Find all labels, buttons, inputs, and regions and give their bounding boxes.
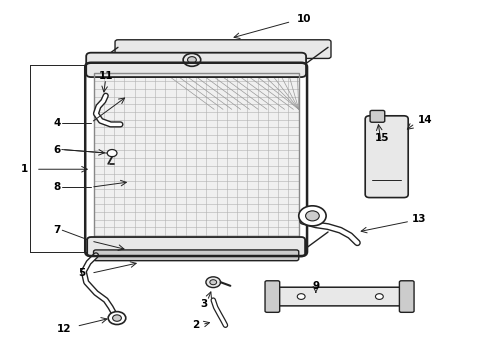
Bar <box>94 73 299 243</box>
Circle shape <box>210 280 217 285</box>
FancyBboxPatch shape <box>115 40 331 58</box>
Circle shape <box>108 312 126 324</box>
Circle shape <box>375 294 383 300</box>
Circle shape <box>183 53 201 66</box>
Text: 10: 10 <box>296 14 311 24</box>
Circle shape <box>113 315 122 321</box>
FancyBboxPatch shape <box>370 111 385 122</box>
FancyBboxPatch shape <box>399 281 414 312</box>
FancyBboxPatch shape <box>265 281 280 312</box>
Text: 4: 4 <box>53 118 61 128</box>
Bar <box>94 73 299 243</box>
FancyBboxPatch shape <box>86 53 306 77</box>
Text: 1: 1 <box>21 164 28 174</box>
Circle shape <box>306 211 319 221</box>
Circle shape <box>299 206 326 226</box>
Text: 5: 5 <box>78 268 85 278</box>
FancyBboxPatch shape <box>94 250 299 261</box>
Text: 8: 8 <box>53 182 60 192</box>
Circle shape <box>188 57 196 63</box>
FancyBboxPatch shape <box>269 287 409 306</box>
Text: 9: 9 <box>312 281 319 291</box>
Circle shape <box>206 277 220 288</box>
Text: 13: 13 <box>412 215 426 224</box>
Text: 12: 12 <box>57 324 72 334</box>
Circle shape <box>107 149 117 157</box>
Text: 14: 14 <box>417 115 432 125</box>
Text: 11: 11 <box>98 71 113 81</box>
Text: 2: 2 <box>193 320 200 329</box>
Text: 15: 15 <box>374 133 389 143</box>
Text: 7: 7 <box>53 225 61 235</box>
Text: 6: 6 <box>53 144 60 154</box>
FancyBboxPatch shape <box>365 116 408 198</box>
Circle shape <box>297 294 305 300</box>
Text: 3: 3 <box>200 299 207 309</box>
FancyBboxPatch shape <box>87 237 305 256</box>
